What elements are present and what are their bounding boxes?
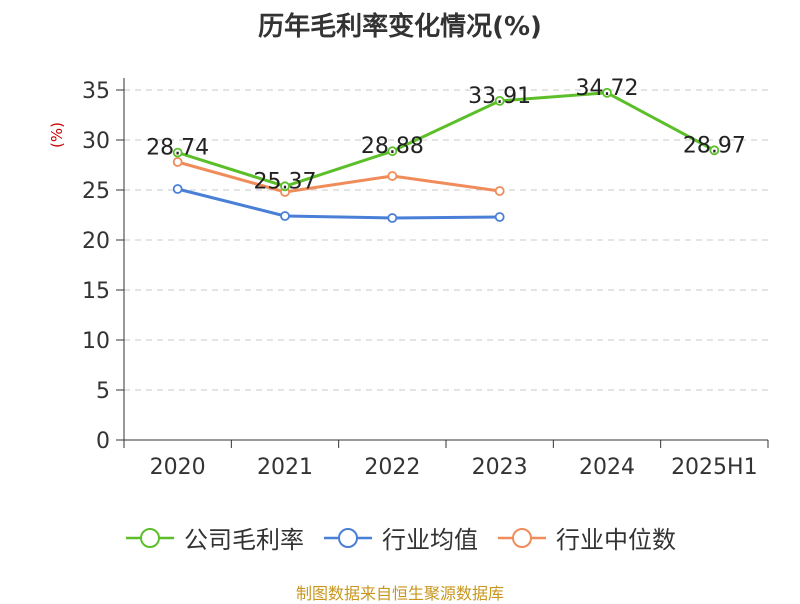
legend: 公司毛利率 行业均值 行业中位数: [0, 520, 800, 555]
x-tick-label: 2022: [364, 455, 420, 480]
series-line: [177, 91, 716, 188]
chart-title: 历年毛利率变化情况(%): [258, 12, 542, 42]
y-tick-label: 20: [82, 229, 110, 254]
data-point: [172, 157, 183, 167]
x-tick-label: 2021: [257, 455, 313, 480]
data-point: [280, 211, 290, 221]
x-tick-label: 2025H1: [671, 455, 758, 480]
series-line: [177, 160, 500, 194]
series-line: [177, 187, 500, 220]
data-label: 25.37: [254, 169, 317, 194]
y-tick-label: 10: [82, 329, 110, 354]
y-tick-label: 35: [82, 79, 110, 104]
data-point: [172, 147, 183, 158]
y-tick-label: 25: [82, 179, 110, 204]
x-tick-label: 2023: [472, 455, 528, 480]
data-point: [387, 213, 398, 223]
data-point: [387, 146, 398, 157]
y-tick-label: 15: [82, 279, 110, 304]
x-tick-label: 2024: [579, 455, 635, 480]
legend-swatch-industry-mean: [324, 527, 372, 548]
y-tick-label: 5: [96, 379, 110, 404]
data-point: [494, 212, 505, 222]
data-label: 33.91: [468, 84, 531, 109]
data-source-note: 制图数据来自恒生聚源数据库: [295, 584, 504, 603]
legend-item-company[interactable]: 公司毛利率: [124, 520, 304, 555]
legend-label-company: 公司毛利率: [184, 526, 304, 554]
legend-item-industry-mean[interactable]: 行业均值: [322, 520, 478, 555]
data-point: [172, 184, 183, 194]
x-tick-label: 2020: [150, 455, 206, 480]
data-point: [709, 145, 720, 156]
data-point: [387, 171, 398, 181]
data-label: 28.74: [146, 136, 209, 161]
legend-label-industry-mean: 行业均值: [382, 526, 478, 554]
data-point: [494, 186, 505, 196]
legend-label-industry-median: 行业中位数: [556, 526, 676, 554]
data-label: 34.72: [576, 76, 639, 101]
y-tick-label: 30: [82, 129, 110, 154]
legend-item-industry-median[interactable]: 行业中位数: [496, 520, 676, 555]
data-point: [280, 181, 290, 192]
legend-swatch-industry-median: [498, 527, 546, 548]
data-point: [494, 96, 505, 106]
legend-swatch-company: [126, 527, 174, 548]
data-point: [602, 87, 612, 98]
data-label: 28.88: [361, 134, 424, 159]
y-tick-label: 0: [96, 429, 110, 454]
data-label: 28.97: [683, 133, 746, 158]
